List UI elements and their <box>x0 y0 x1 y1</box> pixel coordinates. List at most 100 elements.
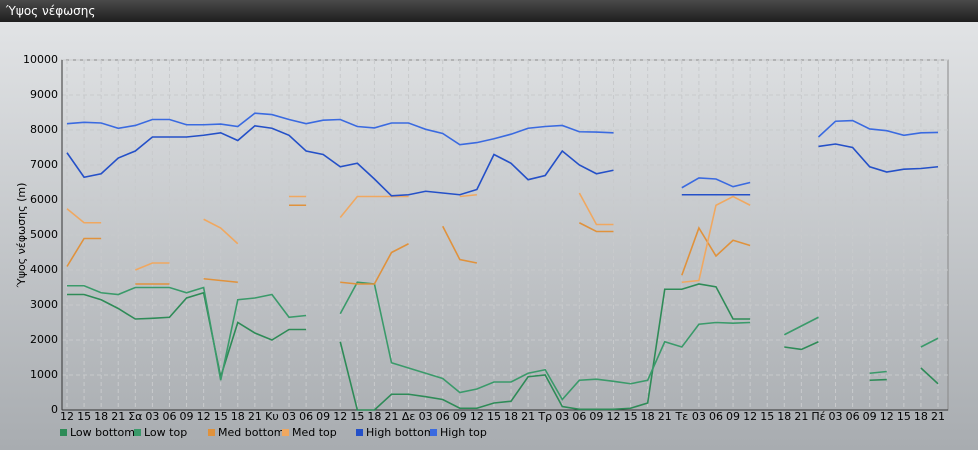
series-line <box>339 281 751 401</box>
x-tick-label: 15 <box>897 410 911 423</box>
x-tick-label: 09 <box>316 410 330 423</box>
x-tick-label: Πέ <box>811 410 825 423</box>
x-tick-label: 12 <box>607 410 621 423</box>
legend-label: Med top <box>292 426 337 439</box>
series-line <box>578 222 614 233</box>
x-tick-label: 03 <box>419 410 433 423</box>
x-tick-label: Τρ <box>537 410 552 423</box>
x-tick-label: 15 <box>350 410 364 423</box>
legend-swatch <box>134 429 141 436</box>
x-tick-label: Σα <box>128 410 142 423</box>
x-tick-label: 15 <box>760 410 774 423</box>
x-tick-label: 12 <box>197 410 211 423</box>
x-tick-label: 21 <box>384 410 398 423</box>
series-line <box>783 316 819 336</box>
y-tick-label: 8000 <box>30 123 58 136</box>
legend-label: Med bottom <box>218 426 285 439</box>
x-tick-label: 18 <box>641 410 655 423</box>
series-line <box>442 225 478 264</box>
x-tick-label: 03 <box>282 410 296 423</box>
chart: 0 1000 2000 3000 4000 5000 6000 7000 8000 9000 100… <box>15 53 949 439</box>
x-tick-label: 03 <box>829 410 843 423</box>
x-tick-label: 21 <box>521 410 535 423</box>
series-line <box>920 367 939 385</box>
y-tick-label: 3000 <box>30 298 58 311</box>
x-tick-label: 15 <box>624 410 638 423</box>
series-line <box>67 284 307 381</box>
series-line <box>817 119 939 138</box>
y-tick-label: 4000 <box>30 263 58 276</box>
series-line <box>869 378 887 382</box>
legend-swatch <box>282 429 289 436</box>
series-line <box>818 143 939 173</box>
series-line <box>681 195 751 284</box>
legend-label: Low top <box>144 426 187 439</box>
y-tick-label: 10000 <box>23 53 58 66</box>
x-tick-label: 21 <box>794 410 808 423</box>
series-line <box>66 208 102 224</box>
x-tick-label: 12 <box>60 410 74 423</box>
x-tick-label: Δε <box>402 410 416 423</box>
title-bar: Ύψος νέφωσης <box>0 0 978 22</box>
x-tick-label: 18 <box>231 410 245 423</box>
series-line <box>340 243 409 285</box>
series-line <box>920 337 939 348</box>
series-line <box>869 370 887 375</box>
y-tick-label: 6000 <box>30 193 58 206</box>
y-tick-label: 1000 <box>30 368 58 381</box>
x-tick-label: 21 <box>931 410 945 423</box>
series-line <box>578 192 614 226</box>
y-tick-label: 2000 <box>30 333 58 346</box>
series-line <box>459 193 477 198</box>
x-tick-label: 09 <box>589 410 603 423</box>
x-tick-label: 15 <box>487 410 501 423</box>
x-tick-label: 03 <box>145 410 159 423</box>
x-tick-label: 06 <box>709 410 723 423</box>
series-line <box>681 226 751 276</box>
y-axis-label: Ύψος νέφωσης (m) <box>15 183 28 289</box>
legend-swatch <box>208 429 215 436</box>
x-tick-label: 21 <box>248 410 262 423</box>
series-line <box>681 177 751 189</box>
x-tick-label: 06 <box>846 410 860 423</box>
x-tick-label: 09 <box>726 410 740 423</box>
y-tick-label: 7000 <box>30 158 58 171</box>
x-tick-label: Τε <box>674 410 688 423</box>
legend-swatch <box>430 429 437 436</box>
series-line <box>66 124 614 197</box>
x-tick-label: 18 <box>777 410 791 423</box>
x-tick-label: 18 <box>504 410 518 423</box>
legend-label: High top <box>440 426 487 439</box>
x-tick-label: 21 <box>111 410 125 423</box>
x-tick-label: 09 <box>863 410 877 423</box>
x-tick-label: 06 <box>436 410 450 423</box>
x-tick-label: 15 <box>214 410 228 423</box>
x-tick-label: 18 <box>94 410 108 423</box>
legend-swatch <box>60 429 67 436</box>
series-line <box>203 218 239 245</box>
y-tick-label: 0 <box>51 403 58 416</box>
x-tick-label: 12 <box>470 410 484 423</box>
legend-label: High bottom <box>366 426 435 439</box>
series-line <box>67 291 307 380</box>
series-line <box>135 262 170 271</box>
x-tick-label: 12 <box>880 410 894 423</box>
x-tick-label: 21 <box>658 410 672 423</box>
y-tick-label: 9000 <box>30 88 58 101</box>
series-line <box>203 277 238 284</box>
series-line <box>339 283 751 411</box>
x-tick-label: 09 <box>453 410 467 423</box>
series-line <box>339 195 409 219</box>
legend-label: Low bottom <box>70 426 135 439</box>
x-tick-label: 12 <box>333 410 347 423</box>
x-tick-label: 06 <box>162 410 176 423</box>
series-line <box>66 112 614 146</box>
series-line <box>66 237 102 267</box>
x-tick-label: 12 <box>743 410 757 423</box>
x-tick-label: 03 <box>692 410 706 423</box>
x-tick-label: 15 <box>77 410 91 423</box>
x-tick-label: 18 <box>367 410 381 423</box>
x-tick-label: 03 <box>555 410 569 423</box>
x-tick-label: 09 <box>180 410 194 423</box>
